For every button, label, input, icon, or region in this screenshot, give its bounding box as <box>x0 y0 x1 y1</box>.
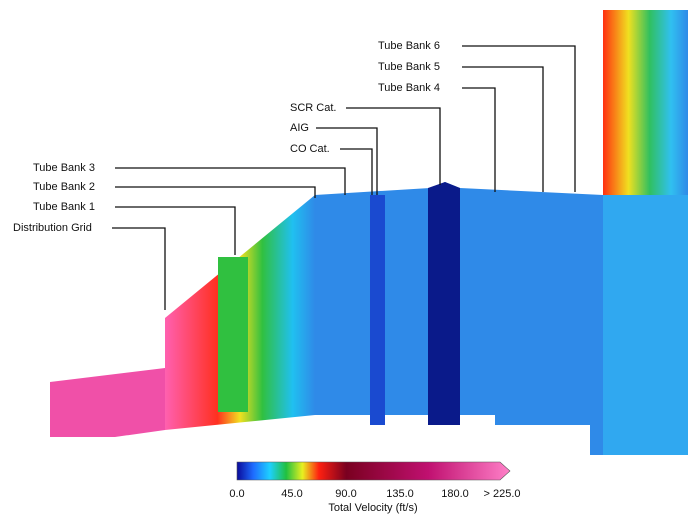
leader <box>316 128 377 195</box>
callout: SCR Cat. <box>290 102 336 114</box>
cfd-figure: Tube Bank 6 Tube Bank 5 Tube Bank 4 SCR … <box>0 0 691 514</box>
scr-cat <box>428 182 460 425</box>
inlet-duct <box>50 368 165 437</box>
callout: Distribution Grid <box>13 222 92 234</box>
leader <box>462 88 495 192</box>
colorbar-tick: 90.0 <box>335 488 356 500</box>
colorbar-tick: 180.0 <box>441 488 469 500</box>
leader <box>346 108 440 185</box>
colorbar-tick: 45.0 <box>281 488 302 500</box>
colorbar-tick: > 225.0 <box>483 488 520 500</box>
callout: CO Cat. <box>290 143 330 155</box>
callout: Tube Bank 6 <box>378 40 440 52</box>
leader <box>112 228 165 310</box>
colorbar: 0.0 45.0 90.0 135.0 180.0 > 225.0 Total … <box>229 462 520 514</box>
callout: Tube Bank 5 <box>378 61 440 73</box>
co-cat <box>370 195 385 425</box>
flow-domain <box>50 10 688 455</box>
leader <box>115 207 235 255</box>
leader <box>462 67 543 192</box>
callout: AIG <box>290 122 309 134</box>
callout: Tube Bank 1 <box>33 201 95 213</box>
leader <box>115 168 345 195</box>
colorbar-scale <box>237 462 510 480</box>
colorbar-title: Total Velocity (ft/s) <box>328 502 417 514</box>
callout: Tube Bank 2 <box>33 181 95 193</box>
callout: Tube Bank 4 <box>378 82 440 94</box>
distribution-grid <box>218 257 248 412</box>
leader <box>462 46 575 192</box>
stack-lower <box>603 195 688 455</box>
colorbar-tick: 135.0 <box>386 488 414 500</box>
leader <box>115 187 315 198</box>
colorbar-tick: 0.0 <box>229 488 244 500</box>
callout: Tube Bank 3 <box>33 162 95 174</box>
